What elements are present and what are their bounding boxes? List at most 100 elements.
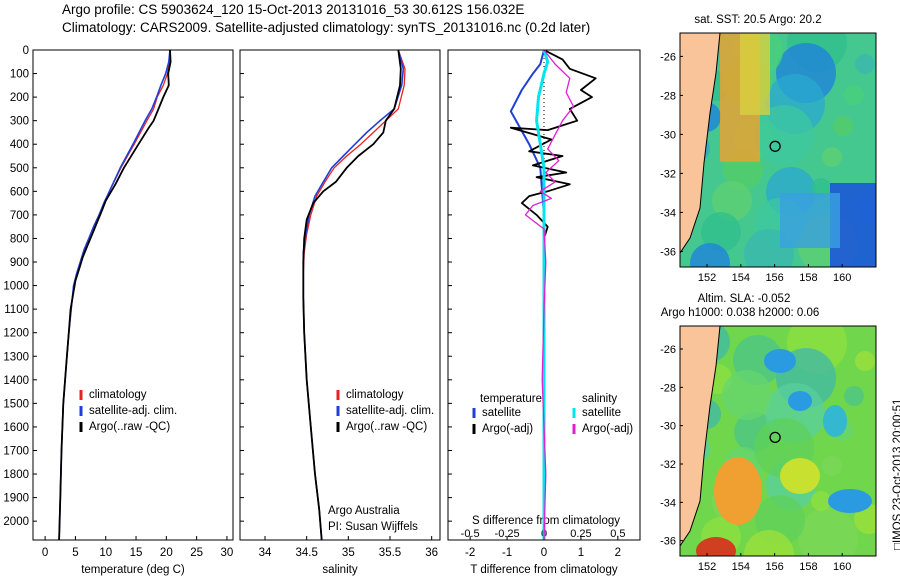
depth-tick-label: 700 [10, 210, 29, 222]
depth-tick-label: 1800 [3, 469, 29, 481]
diff-series-1 [509, 50, 597, 239]
map-xtick-label: 154 [732, 561, 750, 573]
s-diff-tick-label: 0.5 [610, 528, 625, 540]
map-ytick-label: -32 [660, 459, 676, 471]
diff-legend-title-temp: temperature [480, 393, 542, 405]
diff-legend-label: satellite [482, 407, 521, 419]
temp-series-0 [58, 50, 171, 540]
depth-tick-label: 300 [10, 116, 29, 128]
diff-series-0 [509, 50, 545, 540]
depth-tick-label: 1000 [3, 281, 29, 293]
sal-series-2 [302, 50, 402, 540]
s-diff-tick-label: -0.5 [461, 528, 480, 540]
s-diff-xlabel: S difference from climatology [472, 515, 620, 527]
diff-xtick-label: -2 [465, 547, 475, 559]
map-xtick-label: 152 [698, 561, 716, 573]
map-ytick-label: -28 [660, 90, 676, 102]
coastline-1 [680, 326, 721, 547]
map-xtick-label: 154 [732, 272, 750, 284]
map-ytick-label: -26 [660, 344, 676, 356]
depth-tick-label: 400 [10, 139, 29, 151]
temp-xlabel: temperature (deg C) [81, 564, 185, 576]
sal-xtick-label: 35 [342, 547, 355, 559]
map-ytick-label: -28 [660, 382, 676, 394]
map-xtick-label: 156 [765, 272, 783, 284]
depth-tick-label: 100 [10, 69, 29, 81]
diff-legend-label: Argo(-adj) [582, 423, 633, 435]
sal-xtick-label: 34.5 [295, 547, 317, 559]
map-frame-1 [679, 325, 877, 557]
map-xtick-label: 158 [799, 272, 817, 284]
depth-tick-label: 600 [10, 186, 29, 198]
s-diff-tick-label: 0.25 [570, 528, 591, 540]
sal-xtick-label: 35.5 [379, 547, 401, 559]
depth-tick-label: 1300 [3, 351, 29, 363]
sal-xlabel: salinity [322, 564, 357, 576]
depth-tick-label: 1500 [3, 398, 29, 410]
s-diff-tick-label: -0.25 [495, 528, 520, 540]
depth-tick-label: 1600 [3, 422, 29, 434]
map-frame-0 [679, 32, 877, 268]
diff-legend-label: satellite [582, 407, 621, 419]
sal-legend-label: climatology [346, 389, 404, 401]
temp-xtick-label: 10 [99, 547, 112, 559]
temp-panel-frame [32, 49, 234, 541]
diff-xtick-label: 2 [615, 547, 621, 559]
sal-legend-label: satellite-adj. clim. [346, 405, 434, 417]
diff-legend-label: Argo(-adj) [482, 423, 533, 435]
figure-title-line1: Argo profile: CS 5903624_120 15-Oct-2013… [62, 2, 525, 17]
temp-legend-label: satellite-adj. clim. [89, 405, 177, 417]
depth-tick-label: 200 [10, 92, 29, 104]
map-xtick-label: 156 [765, 561, 783, 573]
depth-tick-label: 1400 [3, 375, 29, 387]
sst-map-title: sat. SST: 20.5 Argo: 20.2 [694, 14, 821, 26]
sla-map-subtitle: Argo h1000: 0.038 h2000: 0.06 [661, 307, 820, 319]
map-0-field [680, 33, 876, 267]
diff-legend-title-sal: salinity [582, 393, 617, 405]
map-ytick-label: -36 [660, 246, 676, 258]
temp-legend-label: climatology [89, 389, 147, 401]
temp-xtick-label: 25 [190, 547, 203, 559]
depth-tick-label: 1200 [3, 328, 29, 340]
map-ytick-label: -30 [660, 421, 676, 433]
coastline-0 [680, 33, 721, 254]
temp-xtick-label: 5 [72, 547, 78, 559]
diff-xtick-label: 1 [578, 547, 584, 559]
map-ytick-label: -26 [660, 51, 676, 63]
temp-xtick-label: 0 [42, 547, 48, 559]
map-ytick-label: -34 [660, 497, 676, 509]
map-xtick-label: 160 [833, 561, 851, 573]
temp-xtick-label: 20 [160, 547, 173, 559]
argo-australia-label: Argo Australia [328, 505, 400, 517]
map-ytick-label: -30 [660, 129, 676, 141]
diff-panel-frame [447, 49, 641, 541]
sla-map-title: Altim. SLA: -0.052 [698, 293, 791, 305]
map-ytick-label: -36 [660, 536, 676, 548]
t-diff-xlabel: T difference from climatology [470, 564, 617, 576]
pi-label: PI: Susan Wijffels [328, 521, 418, 533]
temp-xtick-label: 15 [130, 547, 143, 559]
sal-legend-label: Argo(..raw -QC) [346, 421, 427, 433]
map-xtick-label: 158 [799, 561, 817, 573]
land-0 [680, 33, 720, 253]
argo-position-marker-1 [769, 431, 781, 444]
depth-tick-label: 1700 [3, 445, 29, 457]
sal-series-0 [302, 50, 406, 540]
diff-xtick-label: -1 [502, 547, 512, 559]
land-1 [680, 326, 720, 546]
depth-tick-label: 1900 [3, 493, 29, 505]
diff-series-2 [535, 50, 550, 540]
diff-xtick-label: 0 [541, 547, 547, 559]
map-ytick-label: -34 [660, 207, 676, 219]
map-xtick-label: 152 [698, 272, 716, 284]
sal-xtick-label: 34 [259, 547, 272, 559]
temp-legend-label: Argo(..raw -QC) [89, 421, 170, 433]
depth-tick-label: 2000 [3, 516, 29, 528]
temp-series-2 [58, 50, 172, 540]
sal-series-1 [302, 50, 405, 540]
diff-series-3 [524, 50, 575, 540]
depth-tick-label: 900 [10, 257, 29, 269]
temp-xtick-label: 30 [221, 547, 234, 559]
map-ytick-label: -32 [660, 168, 676, 180]
